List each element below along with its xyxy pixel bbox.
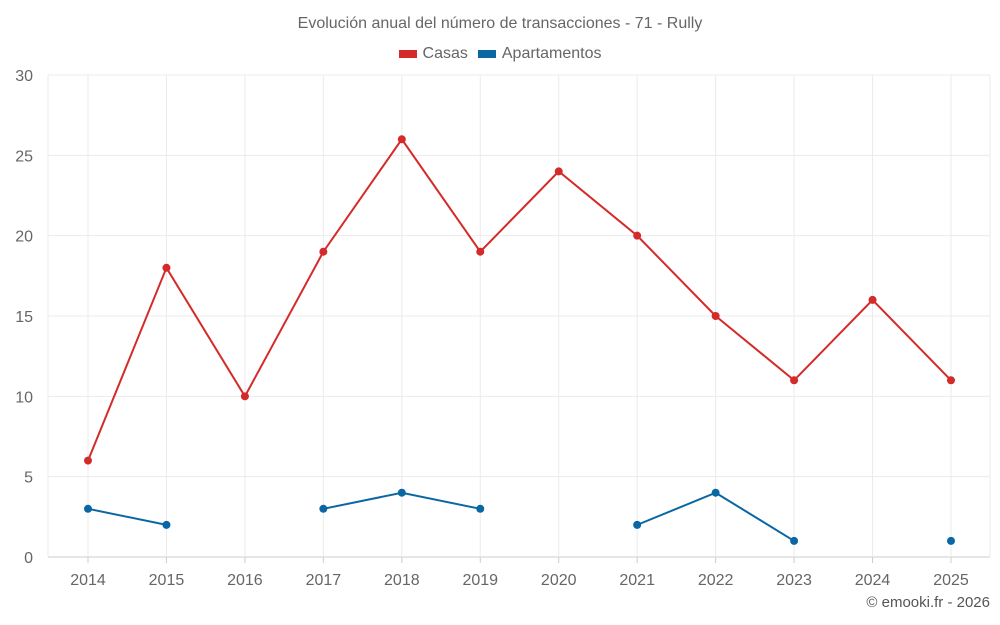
y-tick-label: 10 [15, 389, 33, 406]
y-tick-label: 25 [15, 148, 33, 165]
point-apartamentos-2023 [790, 536, 799, 545]
x-tick-label: 2018 [384, 572, 420, 589]
line-casas [87, 137, 952, 461]
point-casas-2019 [476, 247, 485, 256]
point-casas-2017 [319, 247, 328, 256]
legend-label-casas: Casas [422, 45, 468, 62]
y-tick-label: 30 [15, 68, 33, 85]
x-tick-label: 2024 [855, 572, 891, 589]
x-tick-label: 2019 [462, 572, 498, 589]
legend-item-casas[interactable]: Casas [398, 45, 468, 63]
x-tick-label: 2023 [776, 572, 812, 589]
point-casas-2024 [868, 295, 877, 304]
point-apartamentos-2015 [162, 520, 171, 529]
point-casas-2025 [947, 376, 955, 385]
chart-title: Evolución anual del número de transaccio… [297, 15, 703, 32]
point-apartamentos-2017 [319, 504, 328, 513]
point-apartamentos-2022 [711, 488, 720, 497]
x-tick-label: 2016 [227, 572, 263, 589]
point-apartamentos-2021 [633, 520, 642, 529]
x-tick-label: 2025 [933, 572, 969, 589]
point-casas-2021 [633, 231, 642, 240]
point-casas-2014 [84, 456, 92, 465]
y-tick-label: 0 [24, 550, 33, 567]
x-tick-label: 2021 [619, 572, 655, 589]
legend-label-apartamentos: Apartamentos [501, 45, 602, 62]
point-casas-2023 [790, 376, 799, 385]
x-tick-label: 2020 [541, 572, 577, 589]
x-tick-label: 2015 [149, 572, 185, 589]
point-apartamentos-2014 [84, 504, 92, 513]
point-apartamentos-2019 [476, 504, 485, 513]
point-casas-2022 [711, 312, 720, 320]
point-casas-2015 [162, 263, 171, 272]
legend: Casas Apartamentos [0, 45, 1000, 63]
point-casas-2018 [397, 135, 406, 144]
x-tick-label: 2017 [306, 572, 342, 589]
x-tick-label: 2014 [70, 572, 106, 589]
legend-swatch-casas [398, 50, 417, 58]
x-tick-label: 2022 [698, 572, 734, 589]
point-apartamentos-2025 [947, 536, 955, 545]
line-apartamentos [87, 507, 167, 526]
legend-item-apartamentos[interactable]: Apartamentos [477, 45, 602, 63]
point-casas-2020 [554, 167, 563, 176]
legend-swatch-apartamentos [477, 50, 496, 58]
y-tick-label: 5 [24, 470, 33, 487]
point-casas-2016 [240, 392, 249, 401]
y-tick-label: 15 [15, 309, 33, 326]
point-apartamentos-2018 [397, 488, 406, 497]
y-tick-label: 20 [15, 229, 33, 246]
credit: © emooki.fr - 2026 [866, 594, 990, 611]
